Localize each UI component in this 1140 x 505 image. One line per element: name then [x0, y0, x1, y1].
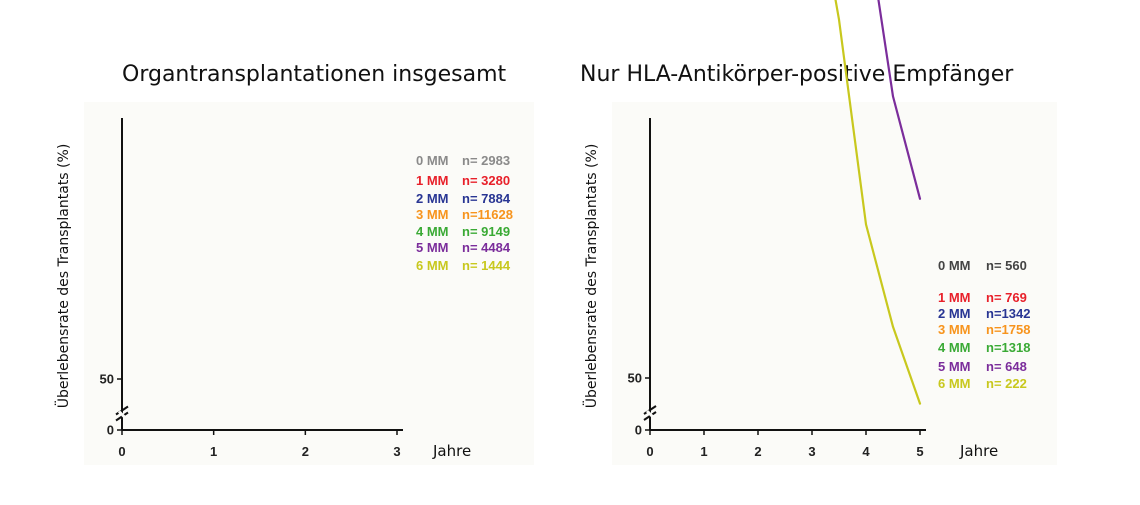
x-axis-title: Jahre [959, 442, 998, 460]
x-tick-label: 1 [210, 444, 217, 459]
x-tick-label: 1 [700, 444, 707, 459]
chart-panel-hla-positive: Nur HLA-Antikörper-positive Empfänger 0 5… [570, 0, 1140, 505]
chart-title: Organtransplantationen insgesamt [122, 62, 507, 87]
legend-mm-label: 4 MM [416, 224, 449, 239]
plot-background [612, 102, 1057, 465]
legend-n-label: n= 4484 [462, 240, 511, 255]
y-axis-title: Überlebensrate des Transplantats (%) [582, 144, 600, 409]
legend-n-label: n= 7884 [462, 191, 511, 206]
legend-mm-label: 3 MM [938, 322, 971, 337]
legend-n-label: n= 769 [986, 290, 1027, 305]
legend-n-label: n=1342 [986, 306, 1030, 321]
y-tick-label: 50 [628, 371, 642, 386]
x-tick-label: 2 [302, 444, 309, 459]
x-tick-label: 4 [862, 444, 870, 459]
x-tick-label: 0 [118, 444, 125, 459]
legend-mm-label: 2 MM [416, 191, 449, 206]
legend-mm-label: 5 MM [938, 359, 971, 374]
chart-overall-svg: 050607080901000123JahreÜberlebensrate de… [54, 102, 534, 465]
legend-n-label: n= 222 [986, 376, 1027, 391]
x-tick-label: 0 [646, 444, 653, 459]
y-tick-label: 0 [635, 423, 642, 438]
legend-mm-label: 3 MM [416, 207, 449, 222]
legend-n-label: n=1318 [986, 340, 1030, 355]
legend-mm-label: 6 MM [938, 376, 971, 391]
plot-background [84, 102, 534, 465]
legend-mm-label: 5 MM [416, 240, 449, 255]
legend-n-label: n= 560 [986, 258, 1027, 273]
chart-panel-overall: Organtransplantationen insgesamt 0506070… [54, 62, 534, 465]
x-tick-label: 2 [754, 444, 761, 459]
y-axis-title: Überlebensrate des Transplantats (%) [54, 144, 72, 409]
legend-n-label: n= 3280 [462, 173, 510, 188]
legend-n-label: n= 9149 [462, 224, 510, 239]
chart-title: Nur HLA-Antikörper-positive Empfänger [580, 62, 1014, 87]
legend-mm-label: 2 MM [938, 306, 971, 321]
chart-hla-svg: 05060708090100012345JahreÜberlebensrate … [582, 0, 1057, 465]
legend-mm-label: 1 MM [416, 173, 449, 188]
axis-break-gap [645, 409, 655, 419]
legend-n-label: n= 2983 [462, 153, 510, 168]
legend-mm-label: 0 MM [938, 258, 971, 273]
legend-n-label: n=11628 [462, 207, 513, 222]
y-tick-label: 0 [107, 423, 114, 438]
series-line-6-mm [834, 0, 922, 405]
axes [115, 118, 403, 431]
x-tick-label: 3 [393, 444, 400, 459]
x-axis-title: Jahre [432, 442, 471, 460]
legend-mm-label: 1 MM [938, 290, 971, 305]
legend-n-label: n=1758 [986, 322, 1030, 337]
axis-break-mark [643, 405, 657, 415]
x-tick-label: 5 [916, 444, 923, 459]
legend-mm-label: 6 MM [416, 258, 449, 273]
legend-mm-label: 4 MM [938, 340, 971, 355]
y-tick-label: 50 [100, 372, 114, 387]
axis-break-gap [117, 410, 127, 419]
legend-n-label: n= 648 [986, 359, 1027, 374]
axis-break-mark [115, 405, 129, 416]
legend-n-label: n= 1444 [462, 258, 511, 273]
legend-mm-label: 0 MM [416, 153, 449, 168]
x-tick-label: 3 [808, 444, 815, 459]
